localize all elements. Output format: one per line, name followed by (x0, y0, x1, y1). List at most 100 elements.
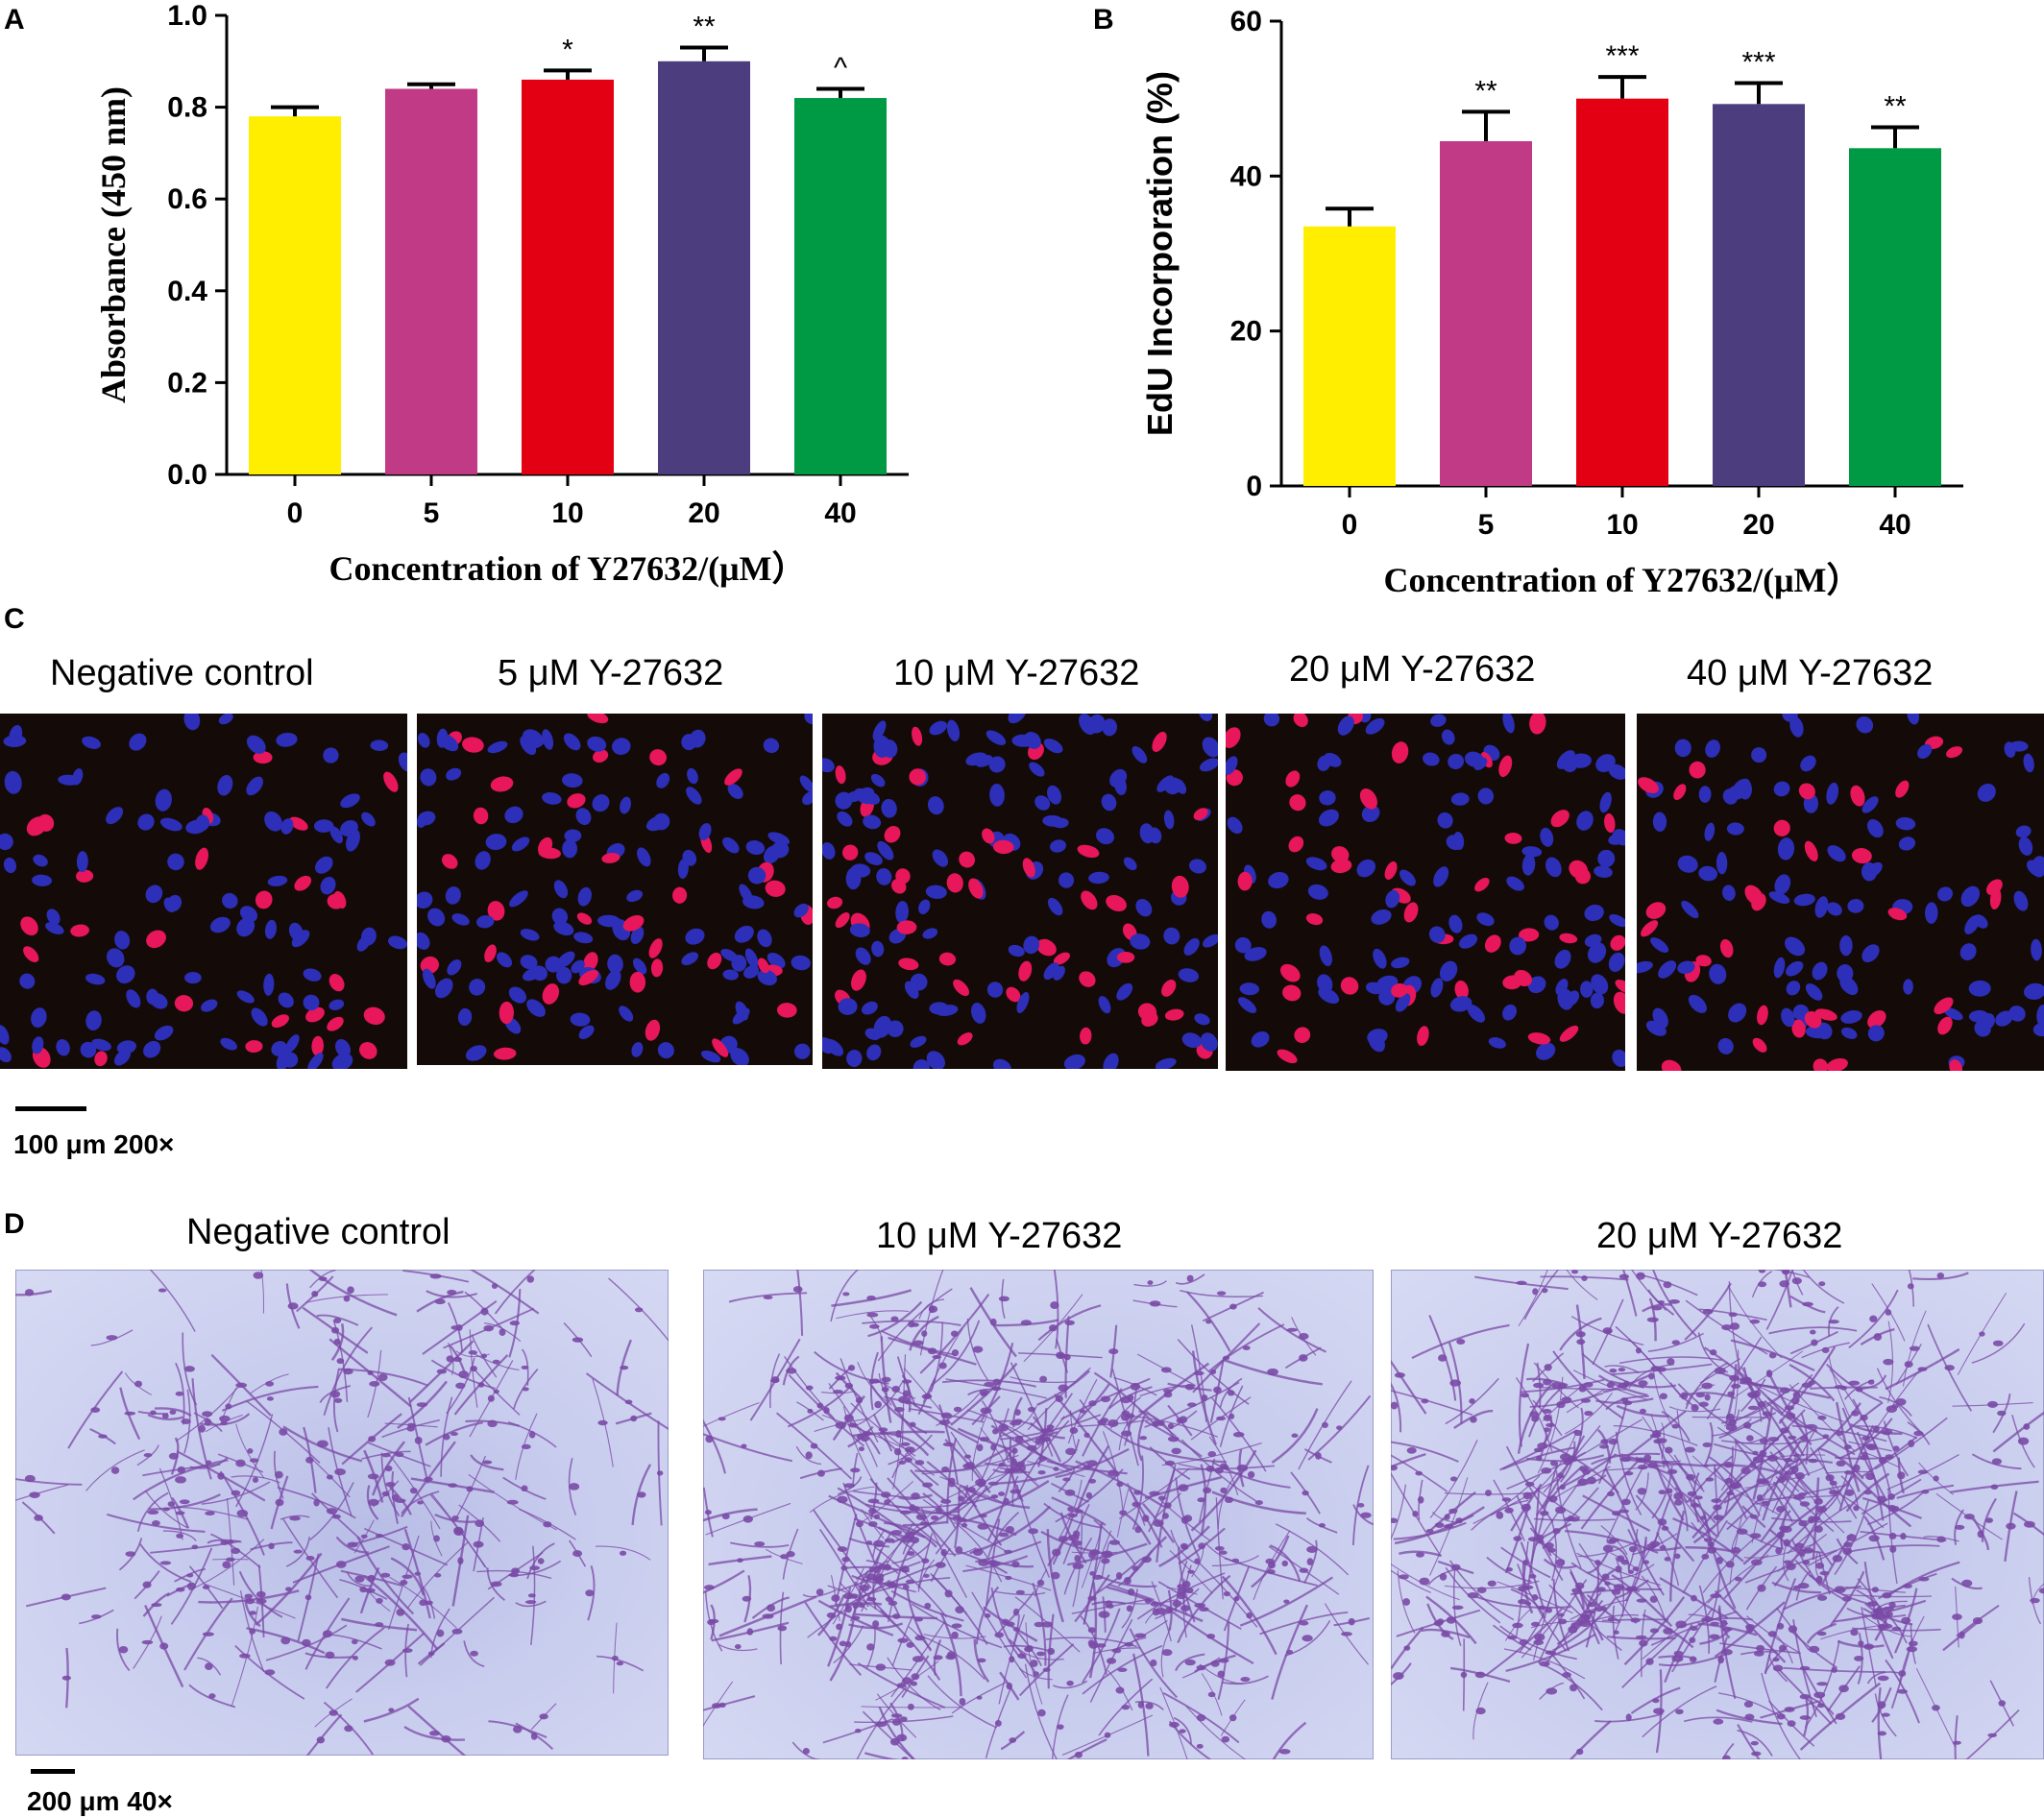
cell-body (1689, 1636, 1696, 1643)
dapi-nucleus (280, 818, 294, 835)
cell-process (1133, 1280, 1167, 1287)
cell-process (1391, 1359, 1427, 1415)
cell-body (1816, 1594, 1828, 1601)
cell-process (587, 1564, 596, 1621)
cell-body (718, 1417, 726, 1421)
dapi-nucleus (965, 752, 987, 766)
cell-process (1737, 1723, 1761, 1759)
cell-body (885, 1596, 893, 1602)
dapi-nucleus (1521, 846, 1543, 858)
cell-process (1124, 1415, 1219, 1438)
cell-body (987, 1560, 998, 1565)
cell-process (221, 1385, 319, 1412)
dapi-nucleus (553, 880, 569, 899)
cell-body (1728, 1312, 1738, 1318)
cell-body (998, 1423, 1009, 1432)
cell-process (1472, 1475, 1541, 1525)
cell-body (886, 1581, 895, 1588)
cell-body (1862, 1451, 1868, 1458)
cell-process (1394, 1506, 1485, 1545)
cell-body (1446, 1616, 1456, 1624)
cell-body (1162, 1389, 1173, 1394)
cell-body (1808, 1458, 1818, 1464)
cell-process (1134, 1701, 1164, 1710)
cell-process (1878, 1572, 1937, 1600)
dapi-nucleus (80, 1041, 97, 1058)
cell-body (1149, 1491, 1160, 1496)
panel-d-scale-bar (31, 1769, 75, 1774)
cell-body (1581, 1613, 1591, 1620)
cell-process (1272, 1721, 1307, 1759)
cell-process (119, 1387, 141, 1441)
cell-body (1991, 1458, 2003, 1466)
cell-body (1460, 1671, 1468, 1679)
dapi-nucleus (137, 813, 155, 831)
cell-process (363, 1697, 420, 1723)
dapi-nucleus (1608, 952, 1625, 972)
cell-body (1072, 1563, 1084, 1569)
edu-positive-nucleus (1282, 984, 1302, 1002)
cell-body (1587, 1602, 1596, 1608)
cell-body (1759, 1438, 1769, 1444)
dapi-nucleus (1116, 982, 1133, 1001)
dapi-nucleus (802, 791, 813, 806)
cell-process (973, 1638, 990, 1683)
cell-process (969, 1505, 1052, 1555)
cell-process (304, 1597, 351, 1670)
dapi-nucleus (1814, 896, 1829, 918)
cell-body (1034, 1621, 1044, 1628)
cell-body (289, 1515, 301, 1521)
cell-body (473, 1540, 484, 1548)
dapi-nucleus (85, 1010, 102, 1031)
dapi-nucleus (1768, 891, 1790, 904)
edu-positive-nucleus (294, 875, 312, 891)
cell-body (1584, 1410, 1594, 1417)
cell-body (904, 1457, 912, 1463)
cell-body (1813, 1498, 1823, 1505)
dapi-nucleus (685, 928, 705, 945)
cell-process (1550, 1519, 1558, 1581)
dapi-nucleus (1319, 790, 1336, 806)
bar-20 (658, 61, 750, 475)
dapi-nucleus (1194, 1013, 1210, 1026)
cell-body (1223, 1590, 1230, 1597)
cell-process (134, 1570, 160, 1600)
edu-positive-nucleus (1615, 980, 1625, 994)
cell-process (512, 1368, 539, 1410)
cell-body (1817, 1415, 1827, 1420)
cell-body (168, 1452, 179, 1460)
cell-process (890, 1620, 946, 1698)
cell-body (1214, 1545, 1225, 1551)
cell-body (1439, 1572, 1448, 1581)
cell-body (585, 1589, 595, 1597)
cell-body (1011, 1561, 1020, 1568)
cell-body (1595, 1607, 1603, 1612)
dapi-nucleus (1395, 993, 1411, 1012)
dapi-nucleus (855, 947, 871, 965)
cell-body (1394, 1372, 1405, 1378)
cell-body (537, 1558, 545, 1564)
panel-letter-d: D (4, 1208, 25, 1240)
cell-body (962, 1463, 973, 1469)
cell-process (1613, 1425, 1698, 1446)
cell-body (810, 1442, 818, 1449)
cell-process (1217, 1621, 1230, 1701)
cell-body (959, 1697, 966, 1706)
edu-positive-nucleus (1237, 871, 1253, 891)
dapi-nucleus (1751, 747, 1767, 764)
cell-body (1062, 1477, 1071, 1482)
dapi-nucleus (398, 752, 407, 772)
cell-process (149, 1493, 221, 1511)
cell-body (1115, 1572, 1123, 1580)
dapi-nucleus (1477, 788, 1495, 805)
cell-process (1532, 1352, 1565, 1383)
edu-positive-nucleus (835, 912, 850, 929)
cell-process (200, 1413, 251, 1426)
cell-body (1885, 1309, 1892, 1316)
cell-body (1690, 1626, 1698, 1632)
edu-positive-nucleus (245, 1040, 263, 1054)
dapi-nucleus (1576, 811, 1594, 831)
dapi-nucleus (986, 982, 1004, 998)
dapi-nucleus (1199, 758, 1218, 772)
cell-body (1321, 1421, 1328, 1428)
